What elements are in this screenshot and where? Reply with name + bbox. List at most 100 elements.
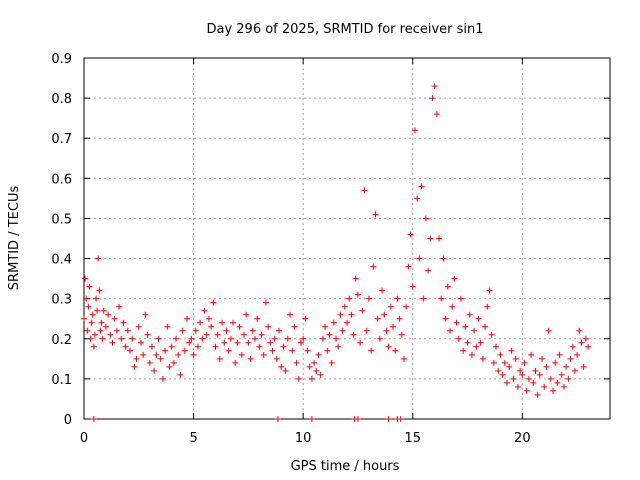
data-point [567, 355, 574, 362]
data-point [230, 319, 237, 326]
data-point [216, 355, 223, 362]
data-point [460, 347, 467, 354]
data-point [84, 327, 91, 334]
data-point [87, 335, 94, 342]
data-point [396, 315, 403, 322]
data-point [111, 315, 118, 322]
data-point [324, 347, 331, 354]
data-point [256, 343, 263, 350]
data-point [186, 339, 193, 346]
plot-frame [83, 57, 611, 420]
data-point [269, 347, 276, 354]
data-point [317, 371, 324, 378]
data-point [254, 315, 261, 322]
data-point [99, 335, 106, 342]
data-point [88, 319, 95, 326]
data-point [350, 331, 357, 338]
data-point [442, 315, 449, 322]
data-point [354, 291, 361, 298]
data-point [214, 331, 221, 338]
data-point [164, 323, 171, 330]
data-point [313, 367, 320, 374]
data-point [142, 311, 149, 318]
data-point [194, 343, 201, 350]
data-point [260, 351, 267, 358]
data-point [280, 343, 287, 350]
data-point [90, 416, 97, 422]
data-point [451, 275, 458, 282]
data-point [510, 375, 517, 382]
data-point [107, 331, 114, 338]
data-point [519, 371, 526, 378]
data-point [429, 95, 436, 102]
data-point [473, 343, 480, 350]
data-point [137, 339, 144, 346]
data-point [486, 287, 493, 294]
data-point [221, 339, 228, 346]
data-point [365, 295, 372, 302]
data-point [385, 416, 392, 422]
y-axis-label: SRMTID / TECUs [7, 186, 22, 291]
data-point [348, 311, 355, 318]
data-point [368, 347, 375, 354]
data-point [271, 335, 278, 342]
data-point [385, 343, 392, 350]
data-point [293, 359, 300, 366]
data-point [479, 355, 486, 362]
data-point [530, 379, 537, 386]
data-point [192, 327, 199, 334]
data-point [411, 127, 418, 134]
y-tick-label: 0.3 [51, 293, 72, 308]
data-point [140, 351, 147, 358]
data-point [493, 343, 500, 350]
data-point [453, 319, 460, 326]
data-point [98, 319, 105, 326]
data-point [90, 343, 97, 350]
data-point [390, 323, 397, 330]
data-point [148, 343, 155, 350]
data-point [210, 299, 217, 306]
data-point [444, 283, 451, 290]
data-point [344, 319, 350, 326]
data-point [506, 363, 513, 370]
data-point [96, 287, 103, 294]
data-point [302, 315, 309, 322]
data-point [243, 311, 250, 318]
data-point [238, 351, 245, 358]
data-point [543, 363, 550, 370]
data-point [93, 295, 100, 302]
data-point [525, 375, 532, 382]
data-point [400, 355, 407, 362]
data-point [319, 335, 326, 342]
y-tick-label: 0.2 [51, 333, 72, 348]
data-point [352, 275, 359, 282]
data-markers [81, 83, 592, 422]
data-point [133, 355, 140, 362]
data-point [521, 359, 528, 366]
x-tick-label: 15 [404, 431, 421, 446]
data-point [339, 327, 346, 334]
data-point [418, 183, 425, 190]
data-point [547, 375, 554, 382]
data-point [488, 331, 495, 338]
data-point [462, 323, 469, 330]
data-point [151, 367, 158, 374]
data-point [471, 327, 478, 334]
data-point [311, 359, 318, 366]
data-point [81, 315, 87, 322]
data-point [240, 331, 247, 338]
data-point [157, 355, 164, 362]
data-point [499, 371, 506, 378]
data-point [571, 367, 578, 374]
y-tick-label: 0.8 [51, 92, 72, 107]
data-point [576, 327, 583, 334]
data-point [262, 299, 269, 306]
data-point [436, 235, 443, 242]
data-point [168, 343, 175, 350]
data-point [274, 416, 281, 422]
data-point [322, 323, 329, 330]
data-point [359, 307, 366, 314]
data-point [517, 367, 524, 374]
data-point [449, 303, 456, 310]
x-tick-label: 5 [189, 431, 197, 446]
